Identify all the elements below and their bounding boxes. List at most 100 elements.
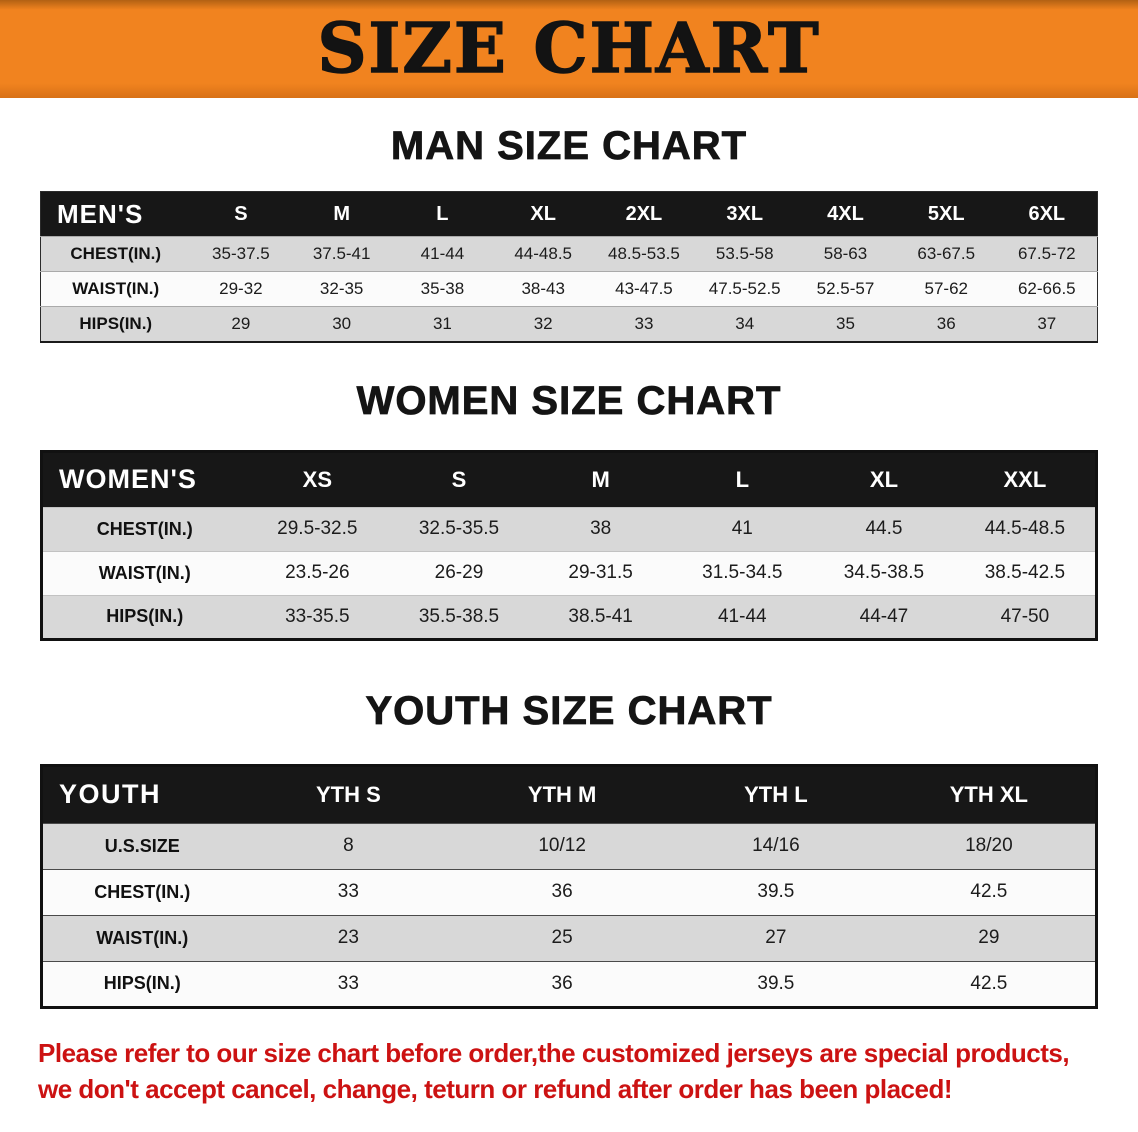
disclaimer-line-2: we don't accept cancel, change, teturn o… bbox=[38, 1074, 953, 1105]
size-value-cell: 47.5-52.5 bbox=[708, 279, 781, 298]
table-row: WAIST(IN.) 23.5-26 26-29 29-31.5 31.5-34.5 34… bbox=[41, 551, 1097, 595]
size-value-cell: 39.5 bbox=[757, 972, 795, 994]
disclaimer: Please refer to our size chart before or… bbox=[38, 1035, 1100, 1109]
table-group-label: YOUTH bbox=[59, 779, 161, 809]
size-value-cell: 44-47 bbox=[859, 605, 909, 627]
size-value-cell: 35-37.5 bbox=[212, 244, 270, 263]
table-row: U.S.SIZE 8 10/12 14/16 18/20 bbox=[41, 823, 1097, 869]
size-column-header: XXL bbox=[1003, 466, 1047, 492]
size-value-cell: 8 bbox=[343, 835, 354, 856]
size-column-header: XS bbox=[302, 466, 332, 492]
size-value-cell: 27 bbox=[765, 927, 787, 948]
size-column-header: YTH L bbox=[744, 781, 808, 807]
size-value-cell: 47-50 bbox=[1000, 605, 1050, 627]
section-women: WOMEN SIZE CHART WOMEN'S XS S M L XL XXL CHEST(… bbox=[0, 378, 1138, 641]
size-value-cell: 38 bbox=[590, 518, 612, 539]
men-section-heading: MAN SIZE CHART bbox=[390, 124, 748, 169]
size-value-cell: 38-43 bbox=[521, 279, 565, 298]
measurement-label: HIPS(IN.) bbox=[106, 606, 184, 626]
size-value-cell: 35.5-38.5 bbox=[418, 605, 500, 627]
table-group-label: MEN'S bbox=[57, 198, 144, 229]
table-header-row: WOMEN'S XS S M L XL XXL bbox=[41, 451, 1097, 507]
size-value-cell: 29-31.5 bbox=[568, 562, 633, 583]
table-row: WAIST(IN.) 29-32 32-35 35-38 38-43 43-47.5 47.… bbox=[40, 271, 1098, 307]
size-value-cell: 29-32 bbox=[219, 279, 263, 298]
size-value-cell: 31 bbox=[432, 313, 452, 333]
size-value-cell: 44.5-48.5 bbox=[984, 518, 1066, 539]
table-row: WAIST(IN.) 23 25 27 29 bbox=[41, 915, 1097, 961]
size-value-cell: 36 bbox=[551, 972, 573, 994]
size-value-cell: 29.5-32.5 bbox=[277, 518, 358, 539]
size-value-cell: 63-67.5 bbox=[917, 244, 976, 263]
measurement-label: CHEST(IN.) bbox=[70, 244, 162, 263]
table-row: CHEST(IN.) 33 36 39.5 42.5 bbox=[41, 869, 1097, 915]
size-value-cell: 42.5 bbox=[970, 972, 1008, 994]
size-column-header: YTH M bbox=[527, 781, 597, 807]
size-value-cell: 33-35.5 bbox=[285, 605, 350, 627]
size-value-cell: 37 bbox=[1037, 313, 1057, 333]
size-value-cell: 38.5-41 bbox=[568, 605, 633, 627]
size-value-cell: 18/20 bbox=[965, 835, 1013, 856]
size-value-cell: 36 bbox=[551, 881, 573, 902]
size-value-cell: 44-48.5 bbox=[514, 244, 573, 263]
size-value-cell: 35 bbox=[836, 313, 855, 333]
size-column-header: M bbox=[591, 466, 610, 492]
measurement-label: HIPS(IN.) bbox=[79, 313, 153, 333]
size-value-cell: 32 bbox=[533, 313, 553, 333]
women-size-table: WOMEN'S XS S M L XL XXL CHEST(IN.) 29.5-32.5 32.5… bbox=[40, 449, 1098, 641]
size-value-cell: 29 bbox=[978, 927, 1000, 948]
men-size-table: MEN'S S M L XL 2XL 3XL 4XL 5XL 6XL CHEST(IN.) 35-37… bbox=[40, 191, 1098, 343]
page-title: SIZE CHART bbox=[317, 9, 821, 89]
size-value-cell: 32.5-35.5 bbox=[418, 518, 500, 539]
size-column-header: M bbox=[333, 202, 350, 225]
size-value-cell: 26-29 bbox=[434, 562, 484, 583]
size-value-cell: 38.5-42.5 bbox=[984, 562, 1066, 583]
size-value-cell: 34.5-38.5 bbox=[843, 562, 925, 583]
size-value-cell: 42.5 bbox=[970, 881, 1008, 902]
women-section-heading: WOMEN SIZE CHART bbox=[356, 378, 782, 423]
section-youth: YOUTH SIZE CHART YOUTH YTH S YTH M YTH L YTH… bbox=[0, 688, 1138, 1009]
size-value-cell: 31.5-34.5 bbox=[702, 562, 783, 583]
size-column-header: XL bbox=[530, 202, 556, 225]
size-value-cell: 36 bbox=[936, 313, 956, 333]
size-value-cell: 39.5 bbox=[757, 881, 795, 902]
size-value-cell: 34 bbox=[735, 313, 755, 333]
section-men: MAN SIZE CHART MEN'S S M L XL 2XL 3XL 4XL 5XL 6XL… bbox=[0, 124, 1138, 343]
table-row: CHEST(IN.) 35-37.5 37.5-41 41-44 44-48.5 48.5… bbox=[40, 236, 1098, 272]
size-value-cell: 41-44 bbox=[420, 244, 465, 263]
size-value-cell: 25 bbox=[551, 927, 573, 948]
size-value-cell: 35-38 bbox=[420, 279, 465, 298]
size-value-cell: 33 bbox=[337, 881, 359, 902]
size-column-header: YTH S bbox=[315, 781, 381, 807]
size-value-cell: 33 bbox=[634, 313, 654, 333]
size-value-cell: 53.5-58 bbox=[715, 244, 774, 263]
size-value-cell: 14/16 bbox=[752, 835, 800, 856]
size-value-cell: 62-66.5 bbox=[1017, 279, 1076, 298]
measurement-label: CHEST(IN.) bbox=[94, 881, 191, 902]
measurement-label: WAIST(IN.) bbox=[98, 562, 191, 583]
size-value-cell: 48.5-53.5 bbox=[608, 244, 680, 263]
size-value-cell: 41-44 bbox=[717, 605, 767, 627]
size-value-cell: 41 bbox=[731, 518, 753, 539]
size-value-cell: 10/12 bbox=[538, 835, 586, 856]
size-value-cell: 23 bbox=[337, 927, 359, 948]
size-value-cell: 43-47.5 bbox=[615, 279, 673, 298]
table-row: HIPS(IN.) 33-35.5 35.5-38.5 38.5-41 41-44 44-… bbox=[41, 595, 1097, 639]
size-value-cell: 58-63 bbox=[823, 244, 868, 263]
table-row: CHEST(IN.) 29.5-32.5 32.5-35.5 38 41 44.5 44.5… bbox=[41, 507, 1097, 551]
size-value-cell: 52.5-57 bbox=[816, 279, 875, 298]
size-value-cell: 29 bbox=[231, 313, 251, 333]
size-value-cell: 32-35 bbox=[319, 279, 364, 298]
measurement-label: WAIST(IN.) bbox=[72, 279, 160, 298]
table-header-row: MEN'S S M L XL 2XL 3XL 4XL 5XL 6XL bbox=[40, 191, 1098, 237]
size-column-header: 6XL bbox=[1028, 202, 1066, 225]
size-value-cell: 37.5-41 bbox=[312, 244, 371, 263]
measurement-label: HIPS(IN.) bbox=[103, 973, 181, 993]
table-header-row: YOUTH YTH S YTH M YTH L YTH XL bbox=[41, 765, 1097, 823]
disclaimer-line-1: Please refer to our size chart before or… bbox=[38, 1037, 1070, 1068]
table-row: HIPS(IN.) 29 30 31 32 33 34 35 36 37 bbox=[40, 306, 1098, 342]
size-column-header: YTH XL bbox=[949, 781, 1028, 807]
youth-size-table: YOUTH YTH S YTH M YTH L YTH XL U.S.SIZE 8 10/12… bbox=[40, 763, 1098, 1009]
measurement-label: CHEST(IN.) bbox=[96, 518, 193, 539]
